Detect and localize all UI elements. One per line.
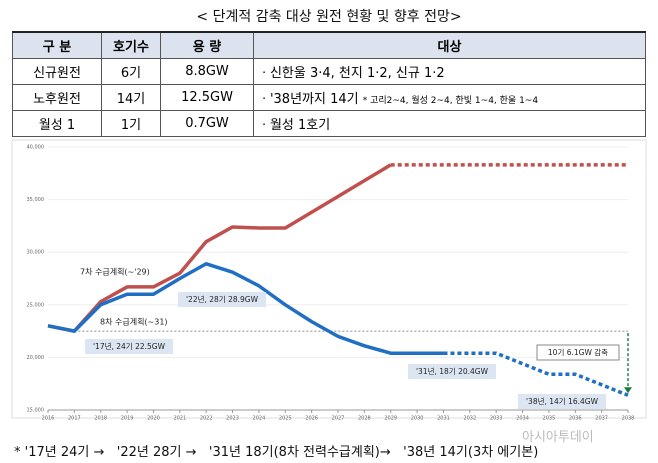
x-tick-label: 2023: [226, 416, 239, 422]
cell-text: ㆍ'38년까지 14기: [258, 92, 359, 107]
y-tick-label: 15,000: [27, 408, 45, 414]
y-tick-label: 20,000: [27, 355, 45, 361]
x-tick-label: 2024: [253, 416, 266, 422]
x-tick-label: 2017: [68, 416, 81, 422]
y-tick-label: 30,000: [27, 250, 45, 256]
series-line: [443, 351, 629, 397]
table: 구 분 호기수 용 량 대상 신규원전 6기 8.8GW ㆍ신한울 3·4, 천…: [12, 31, 646, 137]
x-tick-label: 2020: [147, 416, 160, 422]
table-row: 신규원전 6기 8.8GW ㆍ신한울 3·4, 천지 1·2, 신규 1·2: [12, 58, 646, 85]
x-tick-label: 2016: [42, 416, 55, 422]
annotation: 10기 6.1GW 감축: [548, 347, 608, 357]
arrow-head: [624, 387, 632, 394]
x-tick-label: 2025: [279, 416, 292, 422]
cell: 월성 1: [12, 110, 102, 137]
cell: 0.7GW: [160, 110, 254, 137]
plot-frame: [11, 139, 647, 419]
x-tick-label: 2031: [437, 416, 450, 422]
x-tick-label: 2026: [305, 416, 318, 422]
series-line: [47, 262, 444, 355]
x-tick-label: 2028: [358, 416, 371, 422]
annotation: '38년, 14기 16.4GW: [526, 396, 599, 406]
x-tick-label: 2018: [94, 416, 107, 422]
header-cell: 호기수: [101, 31, 161, 59]
cell: ㆍ'38년까지 14기 * 고리2~4, 월성 2~4, 한빛 1~4, 한울 …: [253, 84, 646, 111]
x-tick-label: 2027: [332, 416, 345, 422]
annotation: '22년, 28기 28.9GW: [186, 294, 259, 304]
table-row: 월성 1 1기 0.7GW ㆍ월성 1호기: [12, 110, 646, 137]
series-label: 7차 수급계획(~'29): [80, 267, 150, 277]
y-tick-label: 35,000: [27, 197, 45, 203]
y-tick-label: 25,000: [27, 302, 45, 308]
cell-note: * 고리2~4, 월성 2~4, 한빛 1~4, 한울 1~4: [362, 96, 539, 106]
x-tick-label: 2021: [173, 416, 186, 422]
annotation-box: [518, 394, 606, 409]
annotation: '17년, 24기 22.5GW: [93, 341, 166, 351]
series-line: [47, 163, 392, 333]
annotation: '31년, 18기 20.4GW: [416, 366, 489, 376]
footnote: * '17년 24기 → '22년 28기 → '31년 18기(8차 전력수급…: [14, 445, 539, 460]
cell: ㆍ월성 1호기: [253, 110, 646, 137]
x-tick-label: 2037: [595, 416, 608, 422]
x-tick-label: 2034: [516, 416, 529, 422]
annotation-box: [178, 292, 266, 307]
title: < 단계적 감축 대상 원전 현황 및 향후 전망>: [196, 9, 462, 25]
x-tick-label: 2032: [463, 416, 476, 422]
x-tick-label: 2035: [543, 416, 556, 422]
x-tick-label: 2019: [121, 416, 134, 422]
annotation-box: [85, 339, 173, 354]
x-tick-label: 2038: [622, 416, 635, 422]
x-tick-label: 2022: [200, 416, 213, 422]
cell: ㆍ신한울 3·4, 천지 1·2, 신규 1·2: [253, 58, 646, 85]
header-cell: 용 량: [160, 31, 254, 59]
cell: 1기: [101, 110, 161, 137]
x-tick-label: 2030: [411, 416, 424, 422]
header-cell: 대상: [253, 31, 646, 59]
x-tick-label: 2033: [490, 416, 503, 422]
cell: 6기: [101, 58, 161, 85]
annotation-box: [408, 364, 496, 379]
cell: 신규원전: [12, 58, 102, 85]
x-tick-label: 2036: [569, 416, 582, 422]
watermark: 아시아투데이: [522, 430, 594, 445]
y-tick-label: 40,000: [27, 145, 45, 151]
annotation-box: [536, 344, 620, 361]
table-header: 구 분 호기수 용 량 대상: [12, 31, 646, 59]
series-label: 8차 수급계획(~31): [100, 317, 168, 327]
x-tick-label: 2029: [384, 416, 397, 422]
cell: 노후원전: [12, 84, 102, 111]
